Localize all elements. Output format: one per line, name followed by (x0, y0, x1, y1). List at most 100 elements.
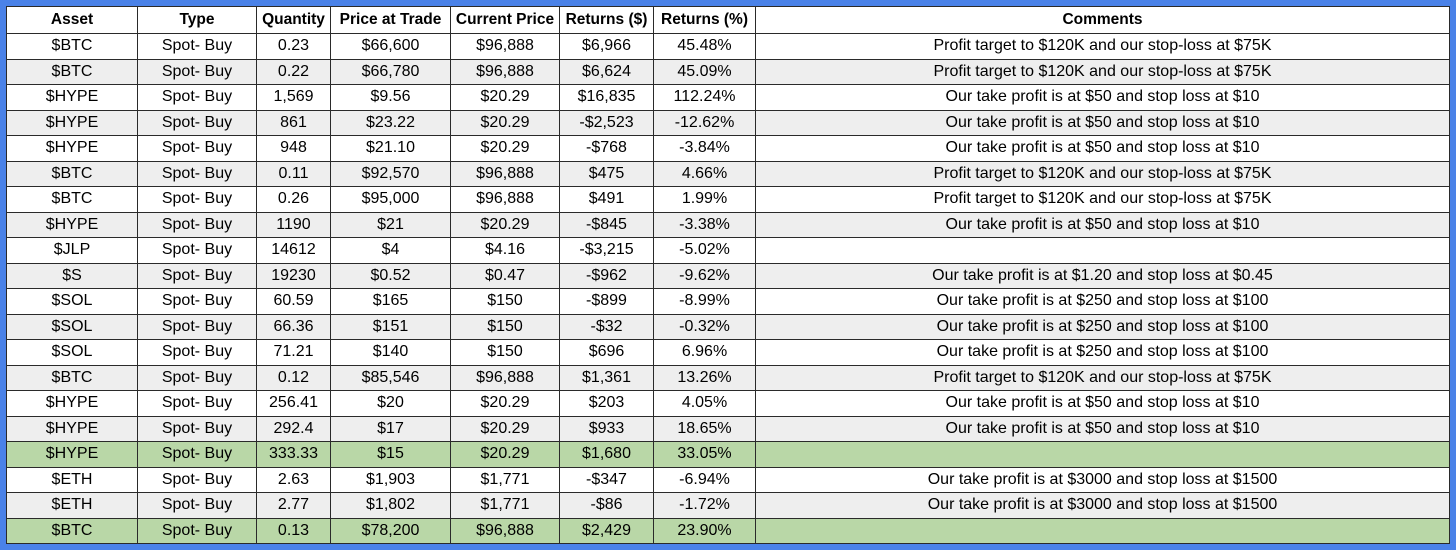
returns-usd-cell: -$3,215 (559, 237, 654, 264)
asset-cell: $HYPE (6, 109, 138, 136)
returns-usd-cell: -$2,523 (559, 109, 654, 136)
returns-pct-cell: -6.94% (653, 466, 756, 493)
returns-usd-cell: -$768 (559, 135, 654, 162)
asset-cell: $SOL (6, 313, 138, 340)
table-row: $HYPE Spot- Buy 292.4 $17 $20.29 $933 18.65% Ou… (6, 415, 1450, 442)
returns-pct-cell: -1.72% (653, 492, 756, 519)
type-cell: Spot- Buy (137, 58, 257, 85)
comment-cell (755, 441, 1450, 468)
trades-table: Asset Type Quantity Price at Trade Curre… (6, 6, 1450, 544)
type-cell: Spot- Buy (137, 339, 257, 366)
returns-usd-cell: -$962 (559, 262, 654, 289)
type-cell: Spot- Buy (137, 466, 257, 493)
returns-pct-cell: 33.05% (653, 441, 756, 468)
table-row: $BTC Spot- Buy 0.11 $92,570 $96,888 $475 4.66%… (6, 160, 1450, 187)
asset-cell: $BTC (6, 517, 138, 544)
current-price-cell: $20.29 (450, 441, 560, 468)
comment-cell: Our take profit is at $50 and stop loss … (755, 390, 1450, 417)
type-cell: Spot- Buy (137, 517, 257, 544)
returns-usd-cell: -$86 (559, 492, 654, 519)
asset-cell: $S (6, 262, 138, 289)
price-at-trade-cell: $17 (330, 415, 451, 442)
header-row: Asset Type Quantity Price at Trade Curre… (6, 6, 1450, 34)
table-row: $HYPE Spot- Buy 948 $21.10 $20.29 -$768 -3.84%… (6, 135, 1450, 162)
current-price-cell: $150 (450, 313, 560, 340)
returns-pct-cell: 45.09% (653, 58, 756, 85)
type-cell: Spot- Buy (137, 84, 257, 111)
returns-usd-cell: -$845 (559, 211, 654, 238)
price-at-trade-cell: $151 (330, 313, 451, 340)
comment-cell: Profit target to $120K and our stop-loss… (755, 364, 1450, 391)
header-price-at-trade: Price at Trade (330, 6, 451, 34)
asset-cell: $BTC (6, 33, 138, 60)
header-quantity: Quantity (256, 6, 331, 34)
header-comments: Comments (755, 6, 1450, 34)
asset-cell: $BTC (6, 364, 138, 391)
asset-cell: $BTC (6, 160, 138, 187)
price-at-trade-cell: $4 (330, 237, 451, 264)
asset-cell: $HYPE (6, 441, 138, 468)
comment-cell: Profit target to $120K and our stop-loss… (755, 186, 1450, 213)
comment-cell: Our take profit is at $1.20 and stop los… (755, 262, 1450, 289)
table-row: $BTC Spot- Buy 0.26 $95,000 $96,888 $491 1.99%… (6, 186, 1450, 213)
returns-usd-cell: $2,429 (559, 517, 654, 544)
quantity-cell: 1190 (256, 211, 331, 238)
returns-usd-cell: $6,966 (559, 33, 654, 60)
current-price-cell: $20.29 (450, 109, 560, 136)
comment-cell: Profit target to $120K and our stop-loss… (755, 33, 1450, 60)
asset-cell: $SOL (6, 339, 138, 366)
header-returns-pct: Returns (%) (653, 6, 756, 34)
type-cell: Spot- Buy (137, 441, 257, 468)
asset-cell: $ETH (6, 492, 138, 519)
comment-cell: Our take profit is at $3000 and stop los… (755, 492, 1450, 519)
comment-cell (755, 237, 1450, 264)
returns-usd-cell: -$899 (559, 288, 654, 315)
price-at-trade-cell: $0.52 (330, 262, 451, 289)
price-at-trade-cell: $66,780 (330, 58, 451, 85)
asset-cell: $HYPE (6, 135, 138, 162)
returns-usd-cell: $696 (559, 339, 654, 366)
table-row: $HYPE Spot- Buy 1190 $21 $20.29 -$845 -3.38% Ou… (6, 211, 1450, 238)
asset-cell: $HYPE (6, 84, 138, 111)
returns-usd-cell: $6,624 (559, 58, 654, 85)
current-price-cell: $96,888 (450, 160, 560, 187)
quantity-cell: 0.11 (256, 160, 331, 187)
table-row: $SOL Spot- Buy 71.21 $140 $150 $696 6.96% Our t… (6, 339, 1450, 366)
header-asset: Asset (6, 6, 138, 34)
comment-cell: Our take profit is at $250 and stop loss… (755, 288, 1450, 315)
header-type: Type (137, 6, 257, 34)
price-at-trade-cell: $21 (330, 211, 451, 238)
current-price-cell: $96,888 (450, 33, 560, 60)
quantity-cell: 0.13 (256, 517, 331, 544)
current-price-cell: $20.29 (450, 135, 560, 162)
table-row: $SOL Spot- Buy 66.36 $151 $150 -$32 -0.32% Our … (6, 313, 1450, 340)
current-price-cell: $20.29 (450, 390, 560, 417)
returns-pct-cell: 45.48% (653, 33, 756, 60)
table-frame: Asset Type Quantity Price at Trade Curre… (6, 6, 1450, 544)
type-cell: Spot- Buy (137, 186, 257, 213)
returns-usd-cell: $491 (559, 186, 654, 213)
asset-cell: $HYPE (6, 390, 138, 417)
price-at-trade-cell: $85,546 (330, 364, 451, 391)
current-price-cell: $4.16 (450, 237, 560, 264)
asset-cell: $BTC (6, 58, 138, 85)
quantity-cell: 60.59 (256, 288, 331, 315)
comment-cell: Profit target to $120K and our stop-loss… (755, 160, 1450, 187)
comment-cell: Our take profit is at $50 and stop loss … (755, 84, 1450, 111)
returns-pct-cell: 23.90% (653, 517, 756, 544)
price-at-trade-cell: $15 (330, 441, 451, 468)
returns-pct-cell: 4.05% (653, 390, 756, 417)
comment-cell: Our take profit is at $50 and stop loss … (755, 415, 1450, 442)
quantity-cell: 256.41 (256, 390, 331, 417)
returns-pct-cell: -12.62% (653, 109, 756, 136)
table-row: $S Spot- Buy 19230 $0.52 $0.47 -$962 -9.62% Our… (6, 262, 1450, 289)
quantity-cell: 0.12 (256, 364, 331, 391)
price-at-trade-cell: $140 (330, 339, 451, 366)
current-price-cell: $96,888 (450, 58, 560, 85)
quantity-cell: 333.33 (256, 441, 331, 468)
type-cell: Spot- Buy (137, 288, 257, 315)
comment-cell: Our take profit is at $250 and stop loss… (755, 339, 1450, 366)
quantity-cell: 66.36 (256, 313, 331, 340)
type-cell: Spot- Buy (137, 313, 257, 340)
type-cell: Spot- Buy (137, 160, 257, 187)
